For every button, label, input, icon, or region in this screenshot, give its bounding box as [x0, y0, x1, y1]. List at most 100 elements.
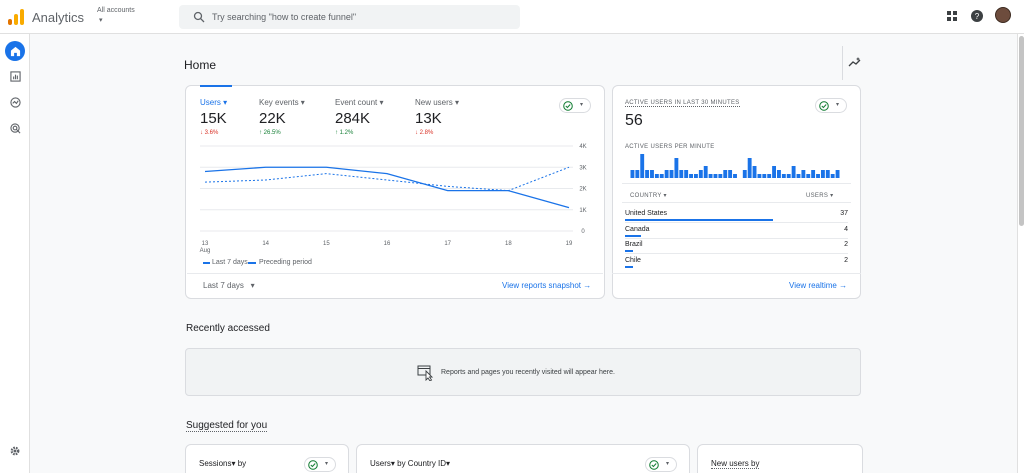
date-range-picker[interactable]: Last 7 days ▾	[203, 281, 255, 290]
minute-bar[interactable]	[781, 174, 786, 178]
suggested-card[interactable]: Sessions▾ by ▾	[185, 444, 349, 473]
table-row[interactable]: United States 37	[625, 208, 848, 223]
help-icon[interactable]: ?	[970, 9, 984, 23]
nav-reports-icon[interactable]	[5, 66, 25, 86]
y-tick-label: 2K	[579, 187, 586, 193]
nav-admin-gear-icon[interactable]	[5, 441, 25, 461]
page-scrollbar[interactable]	[1017, 34, 1024, 473]
country-name: Brazil	[625, 241, 643, 248]
minute-bar[interactable]	[640, 154, 645, 178]
search-bar[interactable]: Try searching "how to create funnel"	[179, 5, 520, 29]
minute-bar[interactable]	[693, 174, 698, 178]
metric-change: ↑ 1.2%	[335, 130, 354, 136]
users-column-header[interactable]: USERS ▾	[806, 193, 834, 199]
y-tick-label: 4K	[579, 144, 586, 150]
minute-bar[interactable]	[801, 170, 806, 178]
minute-bar[interactable]	[645, 170, 650, 178]
minute-bar[interactable]	[679, 170, 684, 178]
minute-bar[interactable]	[630, 170, 635, 178]
table-row[interactable]: Canada 4	[625, 224, 848, 239]
minute-bar[interactable]	[689, 174, 693, 178]
avatar[interactable]	[995, 7, 1011, 23]
table-row[interactable]: Chile 2	[625, 255, 848, 270]
suggested-card-title[interactable]: New users by	[711, 459, 760, 469]
minute-bar[interactable]	[747, 158, 752, 178]
suggested-card-title[interactable]: Users▾ by Country ID▾	[370, 459, 451, 468]
account-caret-icon[interactable]: ▾	[99, 17, 103, 24]
minute-bar[interactable]	[806, 174, 811, 178]
view-reports-snapshot-link[interactable]: View reports snapshot →	[502, 281, 592, 290]
minute-bar[interactable]	[767, 174, 772, 178]
suggested-card[interactable]: Users▾ by Country ID▾ ▾	[356, 444, 690, 473]
x-tick-sublabel: Aug	[200, 248, 211, 254]
suggested-card-title[interactable]: Sessions▾ by	[199, 459, 247, 468]
table-row[interactable]: Brazil 2	[625, 239, 848, 254]
recently-accessed-empty-state: Reports and pages you recently visited w…	[185, 348, 861, 396]
scrollbar-thumb[interactable]	[1019, 36, 1024, 226]
nav-home-icon[interactable]	[5, 41, 25, 61]
country-name: United States	[625, 210, 668, 217]
comparison-toggle[interactable]: ▾	[645, 457, 677, 472]
minute-bar[interactable]	[654, 174, 659, 178]
analytics-logo-icon[interactable]	[8, 9, 24, 25]
top-bar: Analytics All accounts ▾ Try searching "…	[0, 0, 1024, 34]
minute-bar[interactable]	[820, 170, 825, 178]
country-column-header[interactable]: COUNTRY ▾	[630, 193, 667, 199]
minute-bar[interactable]	[830, 174, 835, 178]
minute-bar[interactable]	[811, 170, 816, 178]
minute-bar[interactable]	[786, 174, 791, 178]
minute-bar[interactable]	[733, 174, 737, 178]
insights-icon[interactable]	[848, 56, 862, 70]
minute-bar[interactable]	[816, 174, 820, 178]
minute-bar[interactable]	[664, 170, 669, 178]
minute-bar[interactable]	[772, 166, 777, 178]
comparison-toggle[interactable]: ▾	[559, 98, 591, 113]
country-users: 4	[844, 226, 848, 233]
minute-bar[interactable]	[650, 170, 654, 178]
minute-bar[interactable]	[835, 170, 840, 178]
minute-bar[interactable]	[791, 166, 796, 178]
comparison-toggle[interactable]: ▾	[304, 457, 336, 472]
metric-change: ↓ 3.6%	[200, 130, 219, 136]
minute-bar[interactable]	[723, 170, 728, 178]
country-users: 2	[844, 257, 848, 264]
minute-bar[interactable]	[674, 158, 679, 178]
app-title[interactable]: Analytics	[32, 10, 85, 25]
page-title: Home	[184, 58, 217, 72]
card-divider	[612, 273, 861, 274]
nav-explore-icon[interactable]	[5, 92, 25, 112]
minute-bar[interactable]	[757, 174, 762, 178]
minute-bar[interactable]	[762, 174, 767, 178]
y-tick-label: 0	[581, 229, 585, 235]
suggested-card[interactable]: New users by	[697, 444, 863, 473]
realtime-value: 56	[625, 112, 643, 129]
minute-bar[interactable]	[718, 174, 723, 178]
check-circle-icon	[563, 101, 573, 111]
realtime-comparison-toggle[interactable]: ▾	[815, 98, 847, 113]
metric-label: Key events ▾	[259, 98, 305, 107]
minute-bar[interactable]	[635, 170, 640, 178]
nav-advertising-icon[interactable]	[5, 118, 25, 138]
minute-bar[interactable]	[659, 174, 664, 178]
minute-bar[interactable]	[708, 174, 713, 178]
minute-bar[interactable]	[684, 170, 689, 178]
minute-bar[interactable]	[703, 166, 708, 178]
country-users: 2	[844, 241, 848, 248]
minute-bar[interactable]	[825, 170, 830, 178]
search-input[interactable]: Try searching "how to create funnel"	[212, 12, 357, 22]
x-tick-label: 14	[262, 241, 269, 247]
minute-bar[interactable]	[669, 170, 674, 178]
apps-grid-icon[interactable]	[945, 9, 959, 23]
minute-bar[interactable]	[698, 170, 703, 178]
minute-bar[interactable]	[728, 170, 733, 178]
svg-text:?: ?	[975, 12, 980, 21]
divider	[842, 46, 843, 80]
minute-bar[interactable]	[713, 174, 718, 178]
minute-bar[interactable]	[777, 170, 781, 178]
minute-bar[interactable]	[752, 166, 757, 178]
account-picker[interactable]: All accounts	[97, 7, 135, 14]
view-realtime-link[interactable]: View realtime →	[789, 281, 848, 290]
chevron-down-icon: ▾	[666, 461, 670, 467]
minute-bar[interactable]	[742, 170, 747, 178]
minute-bar[interactable]	[796, 174, 801, 178]
